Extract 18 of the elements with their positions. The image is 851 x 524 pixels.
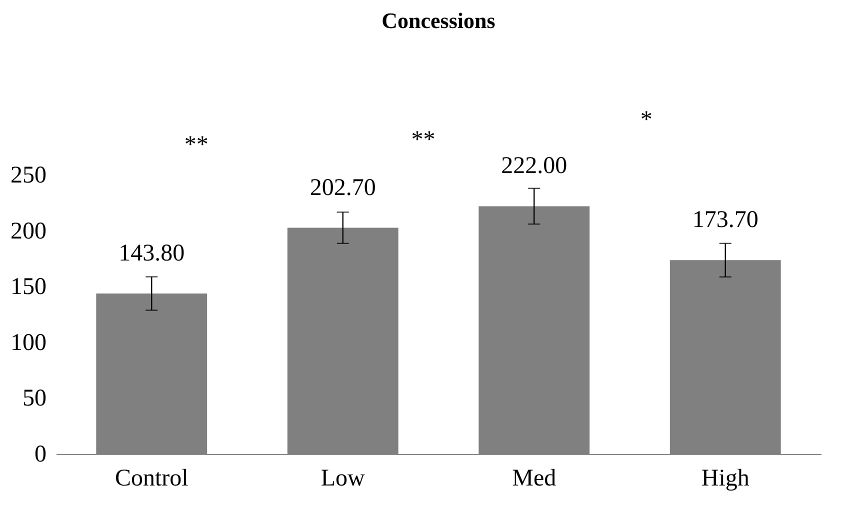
y-tick-label: 50 bbox=[22, 386, 46, 412]
x-tick-label: Med bbox=[512, 466, 556, 492]
chart-title: Concessions bbox=[382, 8, 496, 33]
data-label: 222.00 bbox=[501, 153, 568, 180]
y-tick-label: 150 bbox=[10, 274, 46, 300]
y-tick-label: 100 bbox=[10, 330, 46, 356]
x-tick-label: Control bbox=[114, 466, 189, 492]
data-label: 202.70 bbox=[310, 174, 376, 201]
y-tick-label: 200 bbox=[10, 218, 46, 244]
y-tick-label: 250 bbox=[10, 162, 46, 188]
x-tick-label: Low bbox=[320, 466, 366, 492]
text: ** bbox=[184, 132, 208, 158]
text: * bbox=[640, 107, 652, 133]
y-tick-label: 0 bbox=[34, 442, 46, 468]
data-label: 143.80 bbox=[118, 240, 185, 267]
x-tick-label: High bbox=[701, 466, 750, 492]
data-label: 173.70 bbox=[692, 207, 758, 234]
text: ** bbox=[411, 127, 436, 153]
